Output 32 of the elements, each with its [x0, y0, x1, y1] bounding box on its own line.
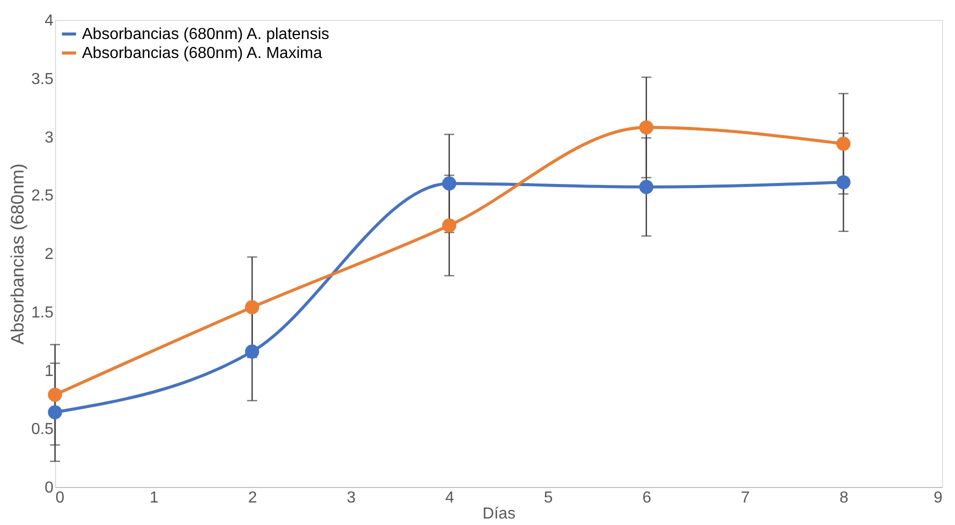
x-tick-label: 5 [544, 490, 553, 506]
y-tick-label: 0.5 [31, 421, 54, 438]
y-tick-label: 1 [44, 362, 54, 380]
point [836, 175, 851, 190]
y-tick-label: 3 [44, 129, 54, 146]
point [442, 176, 456, 191]
x-tick-label: 4 [445, 490, 454, 506]
point [836, 136, 851, 151]
y-tick-label: 2 [44, 246, 54, 263]
x-tick-label: 6 [642, 490, 652, 506]
y-tick-label: 3.5 [31, 70, 54, 88]
point [442, 218, 456, 233]
x-tick-label: 7 [740, 490, 750, 506]
point [639, 120, 654, 134]
x-tick-label: 0 [56, 490, 64, 506]
y-axis-title: Absorbancias (680nm) [7, 163, 28, 345]
legend-label: Absorbancias (680nm) A. platensis [82, 26, 330, 43]
point [245, 300, 260, 314]
point [245, 344, 260, 359]
x-axis-title: Días [482, 506, 516, 522]
x-tick-label: 8 [839, 490, 848, 506]
x-tick-label: 1 [150, 490, 159, 506]
point [48, 405, 62, 420]
point [48, 388, 62, 402]
x-tick-label: 2 [248, 490, 258, 506]
y-tick-label: 4 [44, 12, 54, 30]
legend-label: Absorbancias (680nm) A. Maxima [82, 45, 322, 62]
x-tick-label: 3 [346, 490, 356, 506]
point [639, 180, 654, 194]
y-tick-label: 2.5 [31, 188, 54, 205]
y-tick-label: 1.5 [31, 304, 54, 322]
x-tick-label: 9 [934, 490, 943, 506]
